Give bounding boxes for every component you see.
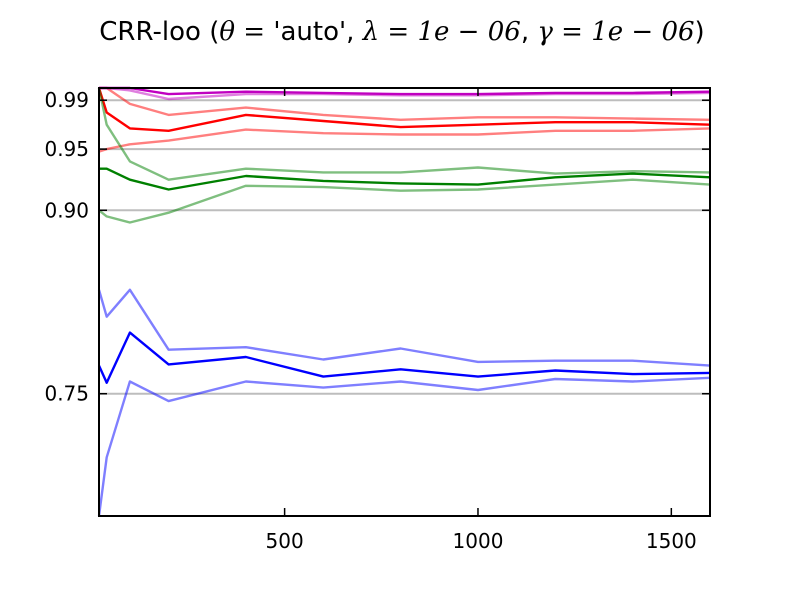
- series-line-3: [98, 178, 711, 224]
- title-prefix: CRR-loo (: [99, 17, 219, 47]
- series-line-4: [97, 87, 711, 181]
- title-theta: θ: [219, 17, 235, 47]
- title-gamma: γ: [537, 17, 553, 47]
- series-line-5: [99, 167, 711, 191]
- title-eq2: =: [379, 17, 417, 47]
- series-line-1: [99, 86, 711, 122]
- series-line-0: [98, 127, 711, 153]
- title-suffix: ): [695, 17, 705, 47]
- series-layer: [97, 86, 711, 517]
- series-line-7: [97, 288, 711, 367]
- title-gamma-value: 1e − 06: [591, 17, 694, 47]
- title-sep1: ,: [346, 17, 363, 47]
- y-tick-label-0.95: 0.95: [44, 137, 89, 161]
- title-auto: 'auto': [273, 17, 346, 47]
- title-eq3: =: [553, 17, 591, 47]
- axis-tick-labels: 500 1000 1500 0.75 0.90 0.95 0.99: [44, 88, 696, 553]
- title-eq1: =: [235, 17, 273, 47]
- x-tick-label-500: 500: [266, 529, 304, 553]
- y-tick-label-0.99: 0.99: [44, 88, 89, 112]
- x-tick-label-1500: 1500: [646, 529, 697, 553]
- title-sep2: ,: [521, 17, 538, 47]
- chart-title: CRR-loo (θ = 'auto', λ = 1e − 06, γ = 1e…: [99, 17, 704, 47]
- series-line-6: [97, 376, 711, 517]
- axis-ticks: [99, 88, 710, 516]
- series-line-2: [97, 87, 711, 133]
- y-tick-label-0.75: 0.75: [44, 382, 89, 406]
- x-tick-label-1000: 1000: [453, 529, 504, 553]
- title-lambda-value: 1e − 06: [417, 17, 520, 47]
- title-lambda: λ: [362, 17, 379, 47]
- plot-frame: [98, 87, 711, 517]
- series-line-8: [97, 331, 711, 384]
- y-tick-label-0.90: 0.90: [44, 198, 89, 222]
- gridlines: [99, 99, 710, 395]
